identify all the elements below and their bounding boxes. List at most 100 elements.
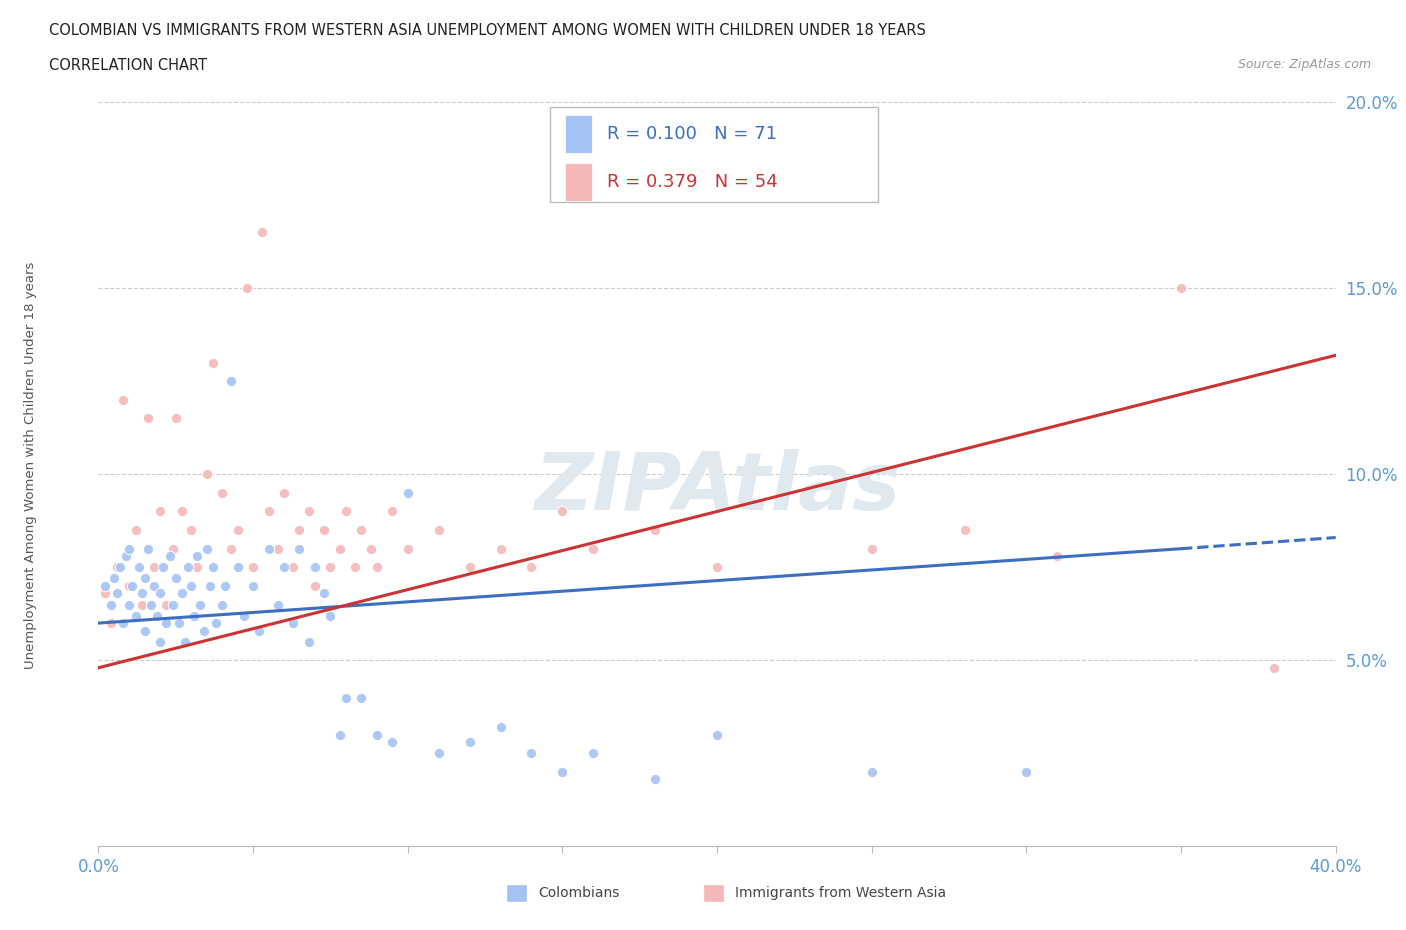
Point bbox=[177, 560, 200, 575]
Point bbox=[396, 485, 419, 500]
Point bbox=[143, 578, 166, 593]
Point bbox=[93, 586, 115, 601]
Point bbox=[108, 560, 131, 575]
Point bbox=[226, 560, 249, 575]
Point bbox=[520, 746, 543, 761]
Point bbox=[221, 374, 243, 389]
Point bbox=[232, 608, 254, 623]
Point bbox=[1046, 549, 1069, 564]
Bar bbox=[565, 115, 592, 153]
Point bbox=[242, 560, 264, 575]
Point bbox=[205, 616, 228, 631]
Text: Colombians: Colombians bbox=[538, 885, 620, 900]
Point bbox=[105, 586, 128, 601]
Point bbox=[1015, 764, 1038, 779]
Point bbox=[252, 225, 274, 240]
Point bbox=[118, 578, 141, 593]
Point bbox=[152, 560, 174, 575]
Point bbox=[136, 541, 159, 556]
Point bbox=[304, 560, 326, 575]
Point bbox=[146, 608, 169, 623]
Point bbox=[165, 411, 187, 426]
Text: Source: ZipAtlas.com: Source: ZipAtlas.com bbox=[1237, 58, 1371, 71]
Text: COLOMBIAN VS IMMIGRANTS FROM WESTERN ASIA UNEMPLOYMENT AMONG WOMEN WITH CHILDREN: COLOMBIAN VS IMMIGRANTS FROM WESTERN ASI… bbox=[49, 23, 927, 38]
Point bbox=[115, 549, 138, 564]
Point bbox=[644, 523, 666, 538]
Point bbox=[149, 586, 172, 601]
Point bbox=[201, 355, 224, 370]
Point bbox=[190, 597, 212, 612]
Point bbox=[283, 560, 305, 575]
Point bbox=[489, 720, 512, 735]
Point bbox=[128, 560, 150, 575]
Point bbox=[201, 560, 224, 575]
Point bbox=[344, 560, 367, 575]
Point bbox=[329, 541, 352, 556]
Point bbox=[139, 597, 162, 612]
Point bbox=[298, 504, 321, 519]
Point bbox=[124, 523, 146, 538]
Point bbox=[257, 541, 280, 556]
Point bbox=[162, 541, 184, 556]
Point bbox=[226, 523, 249, 538]
Point bbox=[149, 504, 172, 519]
Point bbox=[706, 560, 728, 575]
Point bbox=[247, 623, 270, 638]
Point bbox=[211, 597, 233, 612]
Point bbox=[953, 523, 976, 538]
Point bbox=[520, 560, 543, 575]
Point bbox=[103, 571, 125, 586]
Point bbox=[366, 560, 388, 575]
Point bbox=[112, 616, 135, 631]
Point bbox=[112, 392, 135, 407]
Point bbox=[195, 467, 218, 482]
Point bbox=[155, 616, 177, 631]
Point bbox=[1170, 281, 1192, 296]
Point bbox=[427, 746, 450, 761]
Point bbox=[162, 597, 184, 612]
Point bbox=[124, 608, 146, 623]
Point bbox=[170, 586, 193, 601]
Point bbox=[582, 541, 605, 556]
Point bbox=[298, 634, 321, 649]
Point bbox=[165, 571, 187, 586]
Point bbox=[136, 411, 159, 426]
Point bbox=[134, 623, 156, 638]
Point bbox=[860, 541, 883, 556]
Point bbox=[396, 541, 419, 556]
Point bbox=[93, 578, 115, 593]
Point bbox=[105, 560, 128, 575]
Point bbox=[860, 764, 883, 779]
Point bbox=[198, 578, 221, 593]
Point bbox=[100, 616, 122, 631]
Point bbox=[314, 586, 336, 601]
Point bbox=[100, 597, 122, 612]
Point bbox=[329, 727, 352, 742]
Point bbox=[458, 560, 481, 575]
Point bbox=[134, 571, 156, 586]
Point bbox=[183, 608, 205, 623]
Point bbox=[706, 727, 728, 742]
Point bbox=[381, 504, 404, 519]
Point bbox=[304, 578, 326, 593]
Point bbox=[131, 586, 153, 601]
Point bbox=[314, 523, 336, 538]
Point bbox=[489, 541, 512, 556]
Text: R = 0.379   N = 54: R = 0.379 N = 54 bbox=[607, 173, 778, 191]
Point bbox=[273, 485, 295, 500]
Point bbox=[267, 597, 290, 612]
Point bbox=[221, 541, 243, 556]
Point bbox=[288, 541, 311, 556]
Point bbox=[283, 616, 305, 631]
Point bbox=[1263, 660, 1285, 675]
Point bbox=[644, 772, 666, 787]
Point bbox=[121, 578, 143, 593]
Point bbox=[242, 578, 264, 593]
Point bbox=[180, 523, 202, 538]
Point bbox=[159, 549, 181, 564]
Point bbox=[335, 504, 357, 519]
Point bbox=[170, 504, 193, 519]
Point bbox=[350, 523, 373, 538]
Bar bbox=[565, 163, 592, 201]
Point bbox=[186, 549, 208, 564]
